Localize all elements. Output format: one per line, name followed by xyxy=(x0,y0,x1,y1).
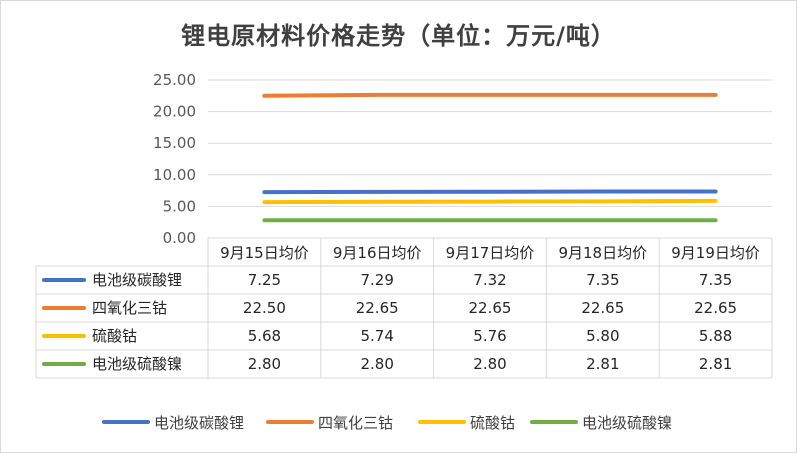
y-tick-label: 5.00 xyxy=(163,197,196,215)
data-label: 5.76 xyxy=(473,327,506,345)
data-label: 5.88 xyxy=(699,327,732,345)
data-label: 2.80 xyxy=(360,355,393,373)
data-label: 2.81 xyxy=(586,355,619,373)
x-category-label: 9月18日均价 xyxy=(558,244,647,262)
series-line-2 xyxy=(262,92,718,98)
data-label: 7.35 xyxy=(699,271,732,289)
legend-label: 硫酸钴 xyxy=(470,414,515,432)
data-label: 22.65 xyxy=(694,299,737,317)
x-category-label: 9月17日均价 xyxy=(446,244,535,262)
legend-label: 电池级硫酸镍 xyxy=(582,414,672,432)
data-label: 5.68 xyxy=(248,327,281,345)
table-series-name: 电池级碳酸锂 xyxy=(92,271,182,289)
data-label: 22.50 xyxy=(243,299,286,317)
x-category-label: 9月15日均价 xyxy=(220,244,309,262)
data-label: 2.80 xyxy=(248,355,281,373)
data-label: 2.80 xyxy=(473,355,506,373)
table-series-name: 四氧化三钴 xyxy=(92,299,167,317)
legend-label: 电池级碳酸锂 xyxy=(154,414,244,432)
x-category-label: 9月19日均价 xyxy=(671,244,760,262)
series-line-1 xyxy=(262,189,718,195)
data-label: 5.80 xyxy=(586,327,619,345)
y-tick-label: 10.00 xyxy=(153,166,196,184)
table-series-name: 硫酸钴 xyxy=(92,327,137,345)
y-tick-label: 15.00 xyxy=(153,134,196,152)
table-series-name: 电池级硫酸镍 xyxy=(92,355,182,373)
chart-title: 锂电原材料价格走势（单位：万元/吨） xyxy=(181,22,616,50)
y-tick-label: 20.00 xyxy=(153,103,196,121)
legend-label: 四氧化三钴 xyxy=(318,414,393,432)
data-label: 7.35 xyxy=(586,271,619,289)
series-line-3 xyxy=(262,198,718,205)
y-tick-label: 0.00 xyxy=(163,229,196,247)
y-tick-label: 25.00 xyxy=(153,71,196,89)
data-label: 2.81 xyxy=(699,355,732,373)
x-category-label: 9月16日均价 xyxy=(333,244,422,262)
data-label: 5.74 xyxy=(360,327,393,345)
data-label: 7.25 xyxy=(248,271,281,289)
data-label: 22.65 xyxy=(581,299,624,317)
data-label: 7.32 xyxy=(473,271,506,289)
data-label: 7.29 xyxy=(360,271,393,289)
data-label: 22.65 xyxy=(356,299,399,317)
data-label: 22.65 xyxy=(469,299,512,317)
